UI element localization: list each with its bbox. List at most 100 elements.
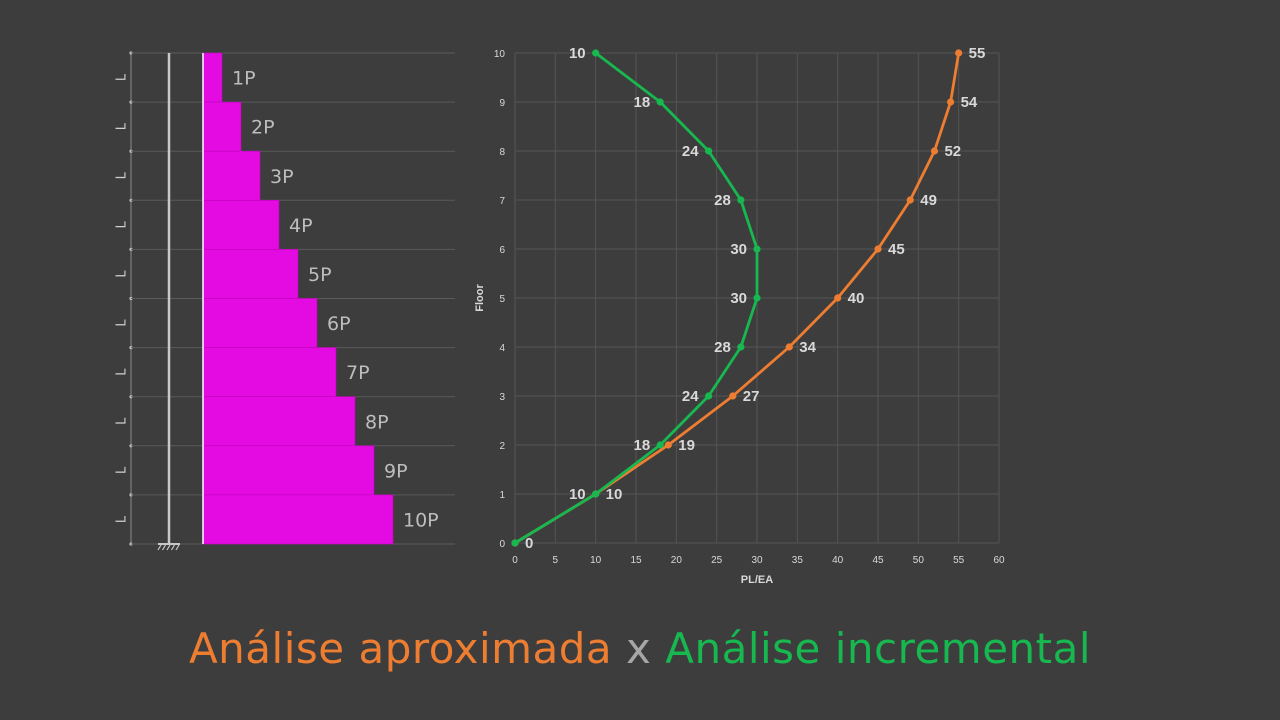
x-tick-label: 55 — [953, 555, 965, 566]
incremental-data-label: 30 — [730, 241, 747, 258]
load-label: 1P — [232, 68, 256, 90]
approx-point — [729, 392, 737, 400]
load-bar — [202, 396, 356, 447]
approx-data-label: 34 — [799, 339, 816, 356]
x-tick-label: 45 — [872, 555, 884, 566]
approx-point — [834, 294, 842, 302]
load-bar — [202, 445, 375, 496]
incremental-data-label: 30 — [730, 290, 747, 307]
incremental-data-label: 10 — [569, 45, 586, 62]
x-tick-label: 60 — [993, 555, 1005, 566]
y-tick-label: 6 — [499, 245, 505, 256]
load-label: 10P — [403, 509, 439, 531]
incremental-point — [656, 441, 664, 449]
x-tick-label: 50 — [913, 555, 925, 566]
approx-data-label: 52 — [944, 143, 961, 160]
x-tick-label: 20 — [671, 555, 683, 566]
approx-data-label: 54 — [961, 94, 978, 111]
y-axis-title: Floor — [474, 284, 486, 312]
approx-data-label: 19 — [678, 437, 695, 454]
incremental-data-label: 18 — [634, 437, 651, 454]
load-bar — [202, 494, 394, 545]
approx-data-label: 40 — [848, 290, 865, 307]
span-label: L — [115, 319, 130, 327]
load-bar — [202, 52, 223, 103]
approx-data-label: 0 — [525, 535, 533, 552]
span-label: L — [115, 73, 130, 81]
structure-diagram: L L L L L L L L L L 1P 2P 3P 4P 5P 6P 7P 8P 9P 10P — [115, 51, 455, 551]
span-label: L — [115, 220, 130, 228]
approx-point — [785, 343, 793, 351]
incremental-point — [753, 294, 761, 302]
load-bar — [202, 298, 318, 348]
approx-data-label: 55 — [969, 45, 986, 62]
caption: Análise aproximada x Análise incremental — [0, 624, 1280, 673]
incremental-point — [737, 196, 745, 204]
support-hatch — [161, 544, 167, 551]
x-tick-label: 0 — [512, 555, 518, 566]
load-bar — [202, 150, 261, 201]
y-tick-label: 7 — [499, 196, 505, 207]
caption-approximate: Análise aproximada — [188, 624, 613, 673]
load-label: 7P — [346, 362, 370, 384]
y-tick-label: 0 — [499, 539, 505, 550]
y-tick-label: 8 — [499, 147, 505, 158]
support-hatch — [157, 544, 162, 551]
support-hatch — [175, 544, 180, 551]
load-bar — [202, 200, 280, 250]
incremental-data-label: 28 — [714, 192, 731, 209]
load-label: 2P — [251, 117, 275, 139]
approx-data-label: 45 — [888, 241, 905, 258]
y-tick-label: 10 — [494, 49, 506, 60]
approx-point — [947, 98, 955, 106]
incremental-data-label: 28 — [714, 339, 731, 356]
incremental-point — [705, 392, 713, 400]
x-tick-label: 5 — [553, 555, 559, 566]
load-bar — [202, 347, 337, 398]
span-label: L — [115, 122, 130, 130]
x-tick-label: 10 — [590, 555, 602, 566]
load-label: 3P — [270, 166, 294, 188]
floor-displacement-chart: 0 5 10 15 20 25 30 35 40 45 50 55 60012345678910PL/E… — [474, 45, 1005, 586]
incremental-data-label: 24 — [682, 388, 699, 405]
approx-point — [906, 196, 914, 204]
y-tick-label: 2 — [499, 441, 505, 452]
incremental-point — [737, 343, 745, 351]
y-tick-label: 5 — [499, 294, 505, 305]
load-label: 4P — [289, 215, 313, 237]
caption-incremental: Análise incremental — [665, 624, 1092, 673]
approx-point — [874, 245, 882, 253]
span-label: L — [115, 270, 130, 278]
incremental-data-label: 24 — [682, 143, 699, 160]
x-tick-label: 35 — [792, 555, 804, 566]
span-label: L — [115, 171, 130, 179]
approx-data-label: 49 — [920, 192, 937, 209]
support-hatch — [170, 544, 176, 551]
incremental-point — [511, 539, 519, 547]
span-label: L — [115, 417, 130, 425]
y-tick-label: 4 — [499, 343, 505, 354]
span-label: L — [115, 368, 130, 376]
support-hatch — [166, 544, 171, 551]
load-bar — [202, 249, 299, 299]
x-tick-label: 40 — [832, 555, 844, 566]
incremental-point — [592, 490, 600, 498]
incremental-point — [753, 245, 761, 253]
approx-point — [955, 49, 963, 57]
x-tick-label: 30 — [751, 555, 763, 566]
x-tick-label: 25 — [711, 555, 723, 566]
load-label: 6P — [327, 313, 351, 335]
approx-point — [664, 441, 672, 449]
y-tick-label: 3 — [499, 392, 505, 403]
y-tick-label: 9 — [499, 98, 505, 109]
approx-point — [930, 147, 939, 155]
load-bar — [202, 101, 242, 152]
span-label: L — [115, 466, 130, 474]
incremental-data-label: 10 — [569, 486, 586, 503]
load-label: 8P — [365, 411, 389, 433]
approx-data-label: 10 — [606, 486, 623, 503]
incremental-point — [705, 147, 713, 155]
x-tick-label: 15 — [630, 555, 642, 566]
